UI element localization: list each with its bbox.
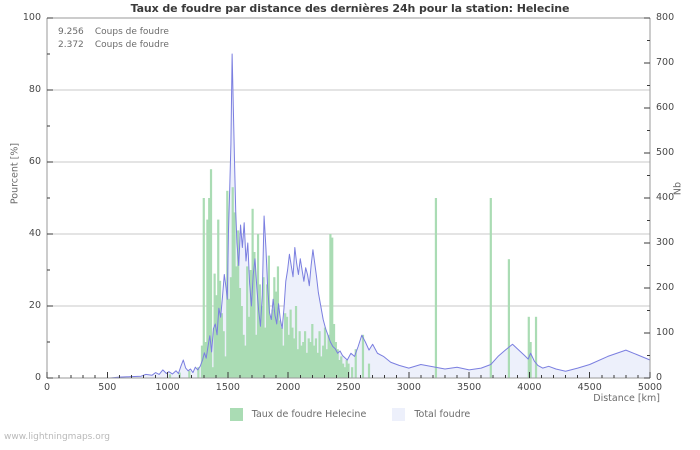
legend-swatch-icon-0 [229, 408, 243, 421]
y-tick-left-100: 100 [22, 12, 41, 23]
x-tick-5000: 5000 [637, 382, 663, 393]
x-tick-4000: 4000 [517, 382, 542, 393]
chart-title: Taux de foudre par distance des dernière… [130, 2, 570, 15]
legend-item-1[interactable]: Total foudre [392, 408, 470, 421]
x-tick-4500: 4500 [577, 382, 602, 393]
y-tick-left-20: 20 [28, 300, 41, 311]
y-tick-right-400: 400 [656, 192, 675, 203]
watermark: www.lightningmaps.org [4, 432, 110, 442]
y-tick-right-500: 500 [656, 147, 675, 158]
annotation-line-1: 9.256 Coups de foudre [58, 26, 169, 39]
x-axis-label: Distance [km] [593, 393, 660, 404]
y-tick-right-600: 600 [656, 102, 675, 113]
annotation-text-1: Coups de foudre [94, 27, 169, 37]
legend-label-1: Total foudre [414, 409, 471, 420]
annotation-value-1: 9.256 [58, 27, 84, 37]
annotation-line-2: 2.372 Coups de foudre [58, 39, 169, 52]
annotation-text-2: Coups de foudre [94, 40, 169, 50]
y-tick-right-300: 300 [656, 237, 675, 248]
x-tick-1000: 1000 [155, 382, 180, 393]
y-tick-right-0: 0 [656, 372, 663, 383]
legend-swatch-icon-1 [392, 408, 406, 421]
annotation-value-2: 2.372 [58, 40, 84, 50]
annotation-box: 9.256 Coups de foudre 2.372 Coups de fou… [58, 26, 169, 52]
y-axis-right-label: Nb [672, 181, 684, 196]
x-tick-3500: 3500 [457, 382, 482, 393]
x-tick-1500: 1500 [215, 382, 240, 393]
x-tick-2500: 2500 [336, 382, 361, 393]
legend-item-0[interactable]: Taux de foudre Helecine [229, 408, 367, 421]
y-tick-left-40: 40 [28, 228, 41, 239]
x-tick-3000: 3000 [396, 382, 421, 393]
x-tick-2000: 2000 [276, 382, 301, 393]
x-tick-500: 500 [98, 382, 117, 393]
y-tick-right-700: 700 [656, 57, 675, 68]
chart-legend: Taux de foudre Helecine Total foudre [0, 408, 700, 421]
x-tick-0: 0 [43, 382, 51, 393]
y-axis-left-label: Pourcent [%] [9, 142, 21, 205]
y-tick-left-60: 60 [28, 156, 41, 167]
legend-label-0: Taux de foudre Helecine [251, 409, 367, 420]
y-tick-right-800: 800 [656, 12, 675, 23]
y-tick-right-100: 100 [656, 327, 675, 338]
y-tick-right-200: 200 [656, 282, 675, 293]
y-tick-left-0: 0 [34, 372, 41, 383]
y-tick-left-80: 80 [28, 84, 41, 95]
